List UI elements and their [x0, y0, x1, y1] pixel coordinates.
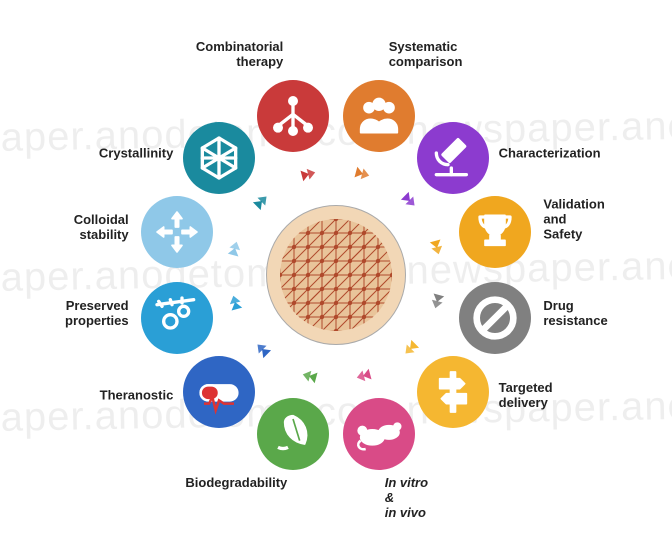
- cycle-arrow: [295, 363, 322, 390]
- label-validation: Validation and Safety: [543, 198, 604, 243]
- cycle-arrow: [295, 160, 322, 187]
- capsule-icon: [189, 362, 249, 422]
- label-crystallinity: Crystallinity: [99, 147, 173, 162]
- node-systematic: [343, 80, 415, 152]
- arrows4-icon: [147, 202, 207, 262]
- label-drug_resistance: Drug resistance: [543, 299, 607, 329]
- label-characterization: Characterization: [499, 147, 601, 162]
- mice-icon: [349, 404, 409, 464]
- cycle-arrow: [350, 160, 377, 187]
- cycle-arrow: [350, 363, 377, 390]
- node-biodegrad: [257, 398, 329, 470]
- node-validation: [459, 196, 531, 268]
- label-targeted: Targeted delivery: [499, 381, 553, 411]
- gears-icon: [147, 288, 207, 348]
- label-theranostic: Theranostic: [100, 388, 174, 403]
- node-colloidal: [141, 196, 213, 268]
- label-colloidal: Colloidal stability: [74, 213, 129, 243]
- cycle-arrow: [221, 289, 248, 316]
- trophy-icon: [465, 202, 525, 262]
- center-nanoparticle: [280, 219, 392, 331]
- people-icon: [349, 86, 409, 146]
- node-theranostic: [183, 356, 255, 428]
- tree-icon: [263, 86, 323, 146]
- leaf-icon: [263, 404, 323, 464]
- cycle-arrow: [246, 334, 277, 365]
- label-invitro: In vitro & in vivo: [385, 476, 428, 521]
- node-invitro: [343, 398, 415, 470]
- crystal-icon: [189, 128, 249, 188]
- diagram-stage: newspaper.anodetome.com newspaper.anodet…: [0, 0, 672, 535]
- signpost-icon: [423, 362, 483, 422]
- node-crystallinity: [183, 122, 255, 194]
- cycle-arrow: [395, 185, 426, 216]
- label-preserved: Preserved properties: [65, 299, 129, 329]
- microscope-icon: [423, 128, 483, 188]
- node-characterization: [417, 122, 489, 194]
- cycle-arrow: [424, 234, 451, 261]
- node-combinatorial: [257, 80, 329, 152]
- cycle-arrow: [395, 334, 426, 365]
- label-biodegrad: Biodegradability: [185, 476, 287, 491]
- cycle-arrow: [424, 289, 451, 316]
- cycle-arrow: [221, 234, 248, 261]
- label-systematic: Systematic comparison: [389, 40, 463, 70]
- cycle-arrow: [246, 185, 277, 216]
- node-preserved: [141, 282, 213, 354]
- node-drug_resistance: [459, 282, 531, 354]
- node-targeted: [417, 356, 489, 428]
- label-combinatorial: Combinatorial therapy: [196, 40, 283, 70]
- forbidden-icon: [465, 288, 525, 348]
